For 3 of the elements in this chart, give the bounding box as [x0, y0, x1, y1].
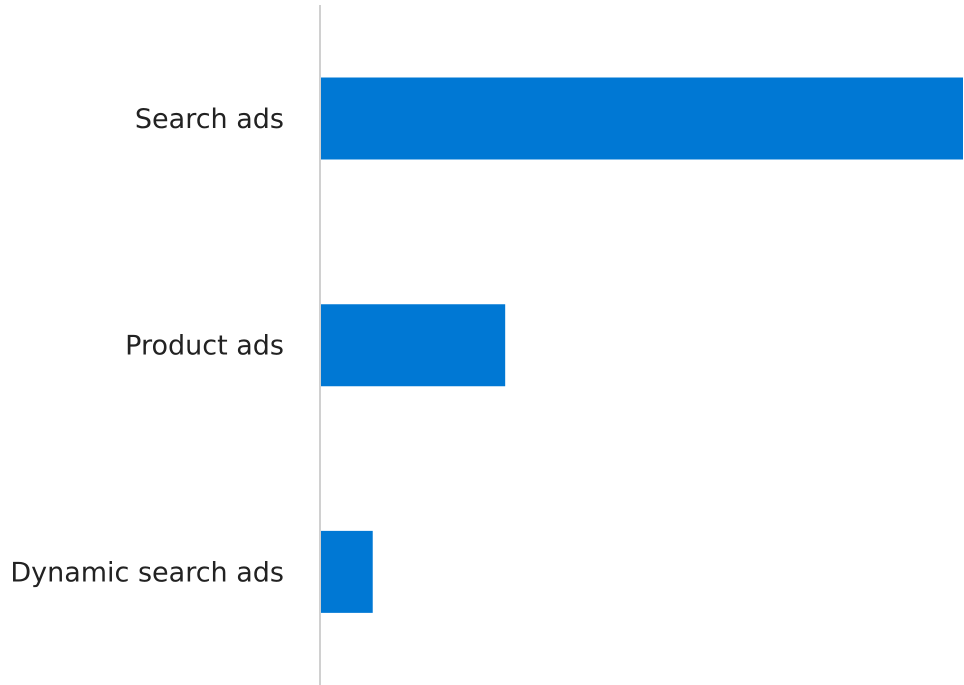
y-tick-label: Search ads — [134, 104, 284, 135]
y-tick-label: Dynamic search ads — [10, 557, 284, 588]
y-tick-label: Product ads — [125, 330, 284, 362]
